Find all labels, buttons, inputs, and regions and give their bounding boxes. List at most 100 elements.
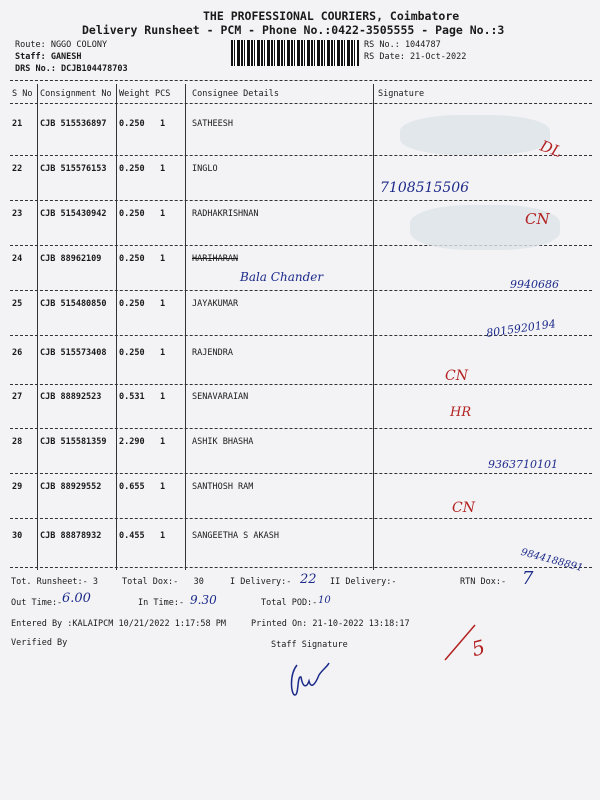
- cell-pcs: 1: [160, 299, 166, 309]
- cell-cn: CJB 515430942: [40, 209, 107, 219]
- cell-name: SATHEESH: [192, 119, 233, 129]
- cell-cn: CJB 515576153: [40, 164, 107, 174]
- cell-pcs: 1: [160, 531, 166, 541]
- hand-mark: DL: [537, 136, 565, 162]
- cell-name: JAYAKUMAR: [192, 299, 239, 309]
- cell-cn: CJB 515536897: [40, 119, 107, 129]
- entered-by: Entered By :KALAIPCM 10/21/2022 1:17:58 …: [11, 619, 226, 629]
- staff: Staff: GANESH: [15, 52, 82, 62]
- column-line: [373, 84, 374, 570]
- cell-name: INGLO: [192, 164, 218, 174]
- cell-weight: 0.250: [119, 254, 145, 264]
- cell-cn: CJB 515573408: [40, 348, 107, 358]
- hand-mark: CN: [452, 500, 475, 516]
- cell-pcs: 1: [160, 164, 166, 174]
- column-header: Consignment No: [40, 89, 112, 99]
- cell-name: HARIHARAN: [192, 254, 239, 264]
- cell-name: RAJENDRA: [192, 348, 233, 358]
- cell-cn: CJB 515480850: [40, 299, 107, 309]
- column-header: Signature: [378, 89, 425, 99]
- row-divider: [10, 290, 592, 291]
- barcode: [231, 40, 359, 66]
- cell-weight: 0.250: [119, 164, 145, 174]
- hand-mark: CN: [445, 368, 468, 384]
- cell-sno: 25: [12, 299, 23, 309]
- row-divider: [10, 384, 592, 385]
- ii-delivery: II Delivery:-: [330, 577, 397, 587]
- column-header: S No: [12, 89, 33, 99]
- cell-weight: 0.455: [119, 531, 145, 541]
- cell-weight: 0.250: [119, 299, 145, 309]
- hand-phone: 8015920194: [485, 317, 557, 340]
- hand-phone: 7108515506: [380, 180, 470, 196]
- row-divider: [10, 200, 592, 201]
- rtn-dox: RTN Dox:-: [460, 577, 507, 587]
- column-header: Weight: [119, 89, 150, 99]
- tot-runsheet: Tot. Runsheet:- 3: [11, 577, 98, 587]
- cell-pcs: 1: [160, 254, 166, 264]
- row-divider: [10, 155, 592, 156]
- hand-mark: CN: [525, 210, 550, 228]
- signature-stamp: [410, 205, 560, 250]
- cell-sno: 27: [12, 392, 23, 402]
- hand-name: Bala Chander: [240, 270, 324, 284]
- column-header: Consignee Details: [192, 89, 279, 99]
- out-time: Out Time:-: [11, 598, 63, 608]
- route: Route: NGGO COLONY: [15, 40, 108, 50]
- row-divider: [10, 245, 592, 246]
- cell-cn: CJB 88929552: [40, 482, 102, 492]
- cell-pcs: 1: [160, 209, 166, 219]
- cell-weight: 0.250: [119, 348, 145, 358]
- in-time-value: 9.30: [190, 593, 217, 607]
- row-divider: [10, 428, 592, 429]
- cell-name: SENAVARAIAN: [192, 392, 249, 402]
- cell-cn: CJB 88878932: [40, 531, 102, 541]
- rs-date: RS Date: 21-Oct-2022: [364, 52, 467, 62]
- hand-phone: 9363710101: [488, 458, 558, 471]
- cell-cn: CJB 515581359: [40, 437, 107, 447]
- cell-sno: 30: [12, 531, 23, 541]
- runsheet-subtitle: Delivery Runsheet - PCM - Phone No.:0422…: [82, 23, 505, 37]
- cell-name: ASHIK BHASHA: [192, 437, 254, 447]
- rs-no: RS No.: 1044787: [364, 40, 441, 50]
- hand-mark: HR: [450, 405, 472, 420]
- cell-weight: 2.290: [119, 437, 145, 447]
- total-dox: Total Dox:- 30: [122, 577, 204, 587]
- signature-stamp: [400, 115, 550, 155]
- cell-sno: 26: [12, 348, 23, 358]
- column-line: [185, 84, 186, 570]
- cell-sno: 28: [12, 437, 23, 447]
- cell-weight: 0.531: [119, 392, 145, 402]
- cell-weight: 0.250: [119, 209, 145, 219]
- cell-name: SANTHOSH RAM: [192, 482, 254, 492]
- row-divider: [10, 567, 592, 568]
- rtn-dox-value: 7: [522, 568, 534, 589]
- i-delivery-value: 22: [300, 572, 317, 587]
- column-line: [37, 84, 38, 570]
- total-pod-value: 10: [318, 595, 331, 606]
- column-line: [116, 84, 117, 570]
- staff-signature-label: Staff Signature: [271, 640, 348, 650]
- verified-by: Verified By: [11, 638, 68, 648]
- cell-weight: 0.250: [119, 119, 145, 129]
- cell-cn: CJB 88962109: [40, 254, 102, 264]
- cell-sno: 23: [12, 209, 23, 219]
- divider: [10, 103, 592, 104]
- cell-name: RADHAKRISHNAN: [192, 209, 259, 219]
- i-delivery: I Delivery:-: [230, 577, 292, 587]
- row-divider: [10, 473, 592, 474]
- out-time-value: 6.00: [62, 591, 91, 606]
- cell-sno: 24: [12, 254, 23, 264]
- column-header: PCS: [155, 89, 171, 99]
- cell-pcs: 1: [160, 119, 166, 129]
- cell-pcs: 1: [160, 348, 166, 358]
- hand-phone: 9940686: [510, 278, 559, 291]
- staff-signature: [290, 662, 330, 696]
- cell-weight: 0.655: [119, 482, 145, 492]
- row-divider: [10, 518, 592, 519]
- in-time: In Time:-: [138, 598, 185, 608]
- cell-cn: CJB 88892523: [40, 392, 102, 402]
- company-title: THE PROFESSIONAL COURIERS, Coimbatore: [203, 9, 460, 23]
- cell-sno: 29: [12, 482, 23, 492]
- cell-sno: 22: [12, 164, 23, 174]
